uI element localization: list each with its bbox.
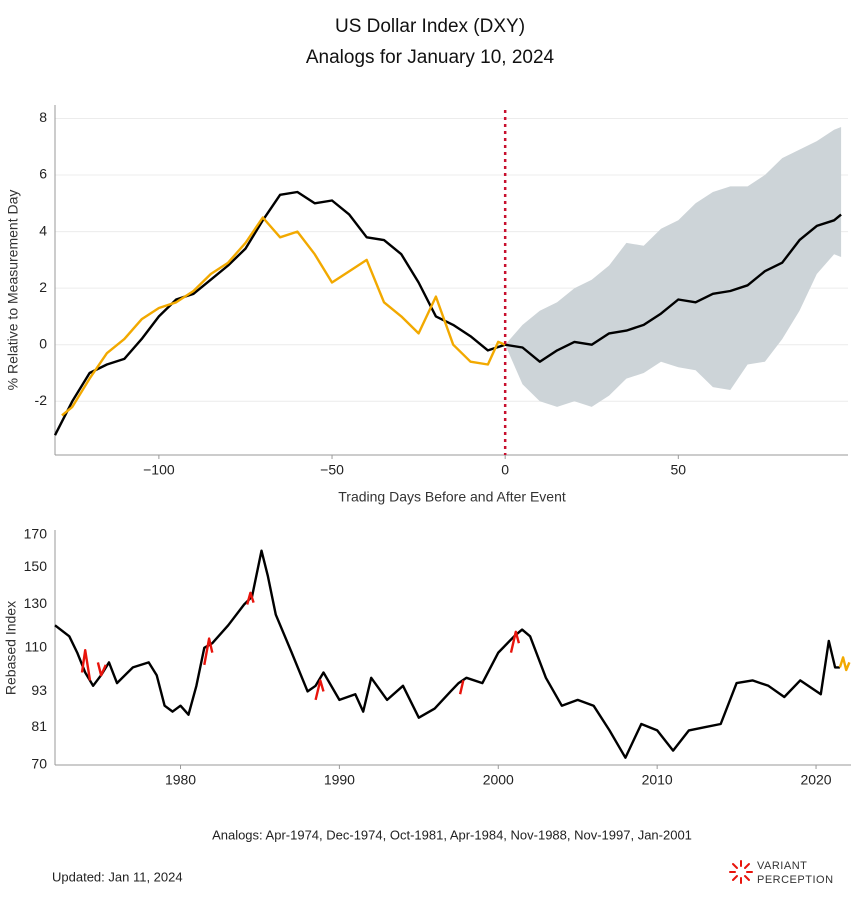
line bbox=[54, 549, 840, 759]
y-tick-label: -2 bbox=[35, 392, 48, 408]
x-axis-label: Trading Days Before and After Event bbox=[338, 489, 566, 505]
y-tick-label: 150 bbox=[24, 558, 48, 574]
y-axis-label: Rebased Index bbox=[3, 601, 19, 695]
y-tick-label: 6 bbox=[39, 166, 47, 182]
analogs-note: Analogs: Apr-1974, Dec-1974, Oct-1981, A… bbox=[212, 827, 692, 842]
x-tick-label: 0 bbox=[501, 462, 509, 478]
y-tick-label: 0 bbox=[39, 335, 47, 351]
chart-title: US Dollar Index (DXY) bbox=[335, 16, 525, 37]
band bbox=[505, 127, 842, 407]
y-tick-label: 4 bbox=[39, 222, 47, 238]
chart-subtitle: Analogs for January 10, 2024 bbox=[306, 47, 555, 68]
y-tick-label: 110 bbox=[25, 639, 48, 655]
x-tick-label: 1980 bbox=[165, 772, 196, 788]
y-tick-label: 170 bbox=[24, 526, 48, 542]
y-axis-label: % Relative to Measurement Day bbox=[5, 190, 21, 391]
logo-text: VARIANT bbox=[757, 860, 807, 872]
y-tick-label: 2 bbox=[39, 279, 47, 295]
x-tick-label: 1990 bbox=[324, 772, 355, 788]
line bbox=[61, 216, 506, 417]
y-tick-label: 130 bbox=[24, 595, 48, 611]
updated-note: Updated: Jan 11, 2024 bbox=[52, 869, 183, 884]
line bbox=[80, 591, 521, 701]
x-tick-label: −50 bbox=[320, 462, 344, 478]
y-tick-label: 81 bbox=[31, 718, 47, 734]
x-tick-label: 2000 bbox=[483, 772, 514, 788]
x-tick-label: 50 bbox=[671, 462, 687, 478]
y-tick-label: 70 bbox=[31, 756, 47, 772]
x-tick-label: 2020 bbox=[800, 772, 831, 788]
x-tick-label: −100 bbox=[143, 462, 175, 478]
line bbox=[838, 656, 851, 672]
x-tick-label: 2010 bbox=[642, 772, 673, 788]
logo: VARIANT PERCEPTION bbox=[729, 860, 834, 886]
y-tick-label: 93 bbox=[31, 682, 47, 698]
y-tick-label: 8 bbox=[39, 109, 47, 125]
logo-text: PERCEPTION bbox=[757, 874, 834, 886]
logo-mark bbox=[729, 860, 753, 884]
